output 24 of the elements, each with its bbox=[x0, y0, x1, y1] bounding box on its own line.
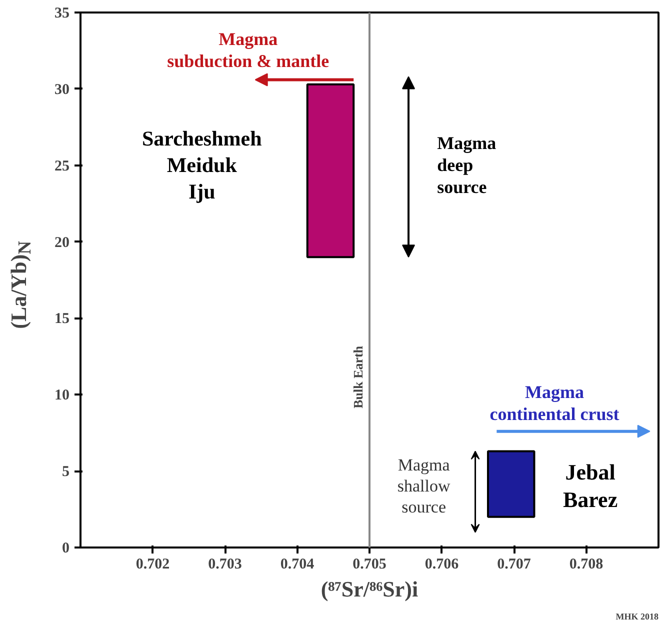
x-tick-label: 0.706 bbox=[424, 556, 460, 572]
y-tick-label: 30 bbox=[54, 82, 70, 98]
y-tick-label: 10 bbox=[54, 388, 70, 404]
text: MHK 2018 bbox=[616, 612, 659, 622]
annotation: Magma shallow source bbox=[397, 456, 451, 516]
y-tick-label: 35 bbox=[54, 6, 70, 22]
x-tick-label: 0.703 bbox=[208, 556, 242, 572]
x-tick-label: 0.704 bbox=[280, 556, 315, 572]
annotation: Jebal Barez bbox=[563, 460, 618, 512]
y-tick-label: 20 bbox=[54, 234, 70, 251]
y-tick-label: 0 bbox=[62, 540, 70, 556]
x-tick-label: 0.705 bbox=[352, 556, 386, 572]
x-tick-label: 0.707 bbox=[497, 556, 532, 572]
x-axis-title: (⁸⁷Sr/⁸⁶Sr)i bbox=[320, 576, 418, 602]
annotation: Magma subduction & mantle bbox=[167, 28, 330, 71]
annotation: Sarcheshmeh Meiduk Iju bbox=[142, 126, 262, 204]
x-tick-label: 0.708 bbox=[569, 556, 604, 572]
x-tick-label: 0.702 bbox=[136, 556, 170, 572]
y-tick-label: 5 bbox=[62, 464, 70, 480]
annotation: Magma continental crust bbox=[490, 382, 620, 424]
annotation: Magma deep source bbox=[437, 132, 496, 197]
y-tick-label: 25 bbox=[54, 158, 70, 174]
ref-line-label: Bulk Earth bbox=[350, 345, 366, 408]
y-tick-label: 15 bbox=[54, 311, 70, 328]
